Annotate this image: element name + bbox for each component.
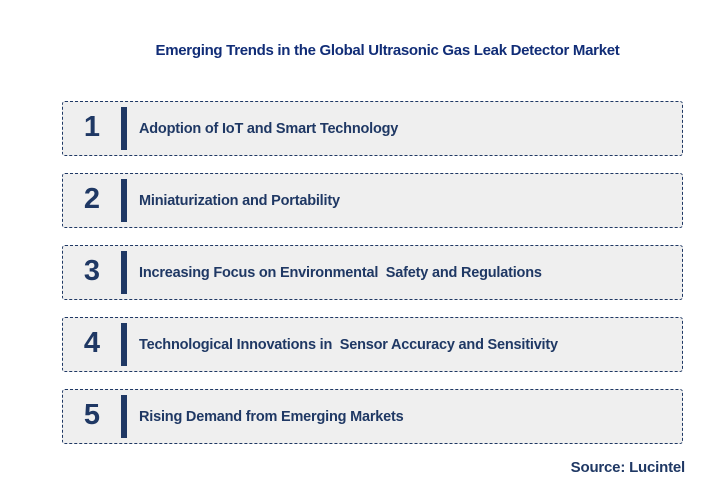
trend-row-2: 2 Miniaturization and Portability [62,173,683,228]
trend-list: 1 Adoption of IoT and Smart Technology 2… [62,101,683,461]
trend-number: 2 [83,183,101,215]
trend-label: Technological Innovations in Sensor Accu… [139,336,558,353]
accent-bar [121,179,127,222]
trend-label: Miniaturization and Portability [139,192,340,209]
accent-bar [121,251,127,294]
accent-bar [121,107,127,150]
trend-row-3: 3 Increasing Focus on Environmental Safe… [62,245,683,300]
page-title: Emerging Trends in the Global Ultrasonic… [155,42,620,59]
trend-label: Adoption of IoT and Smart Technology [139,120,399,137]
trend-number: 4 [83,327,101,359]
trend-number: 1 [83,111,101,143]
trend-number: 3 [83,255,101,287]
accent-bar [121,323,127,366]
trend-row-1: 1 Adoption of IoT and Smart Technology [62,101,683,156]
trend-number: 5 [83,399,101,431]
trend-label: Rising Demand from Emerging Markets [139,408,404,425]
accent-bar [121,395,127,438]
trend-row-5: 5 Rising Demand from Emerging Markets [62,389,683,444]
trend-label: Increasing Focus on Environmental Safety… [139,264,542,281]
trend-row-4: 4 Technological Innovations in Sensor Ac… [62,317,683,372]
source-label: Source: Lucintel [570,459,686,476]
